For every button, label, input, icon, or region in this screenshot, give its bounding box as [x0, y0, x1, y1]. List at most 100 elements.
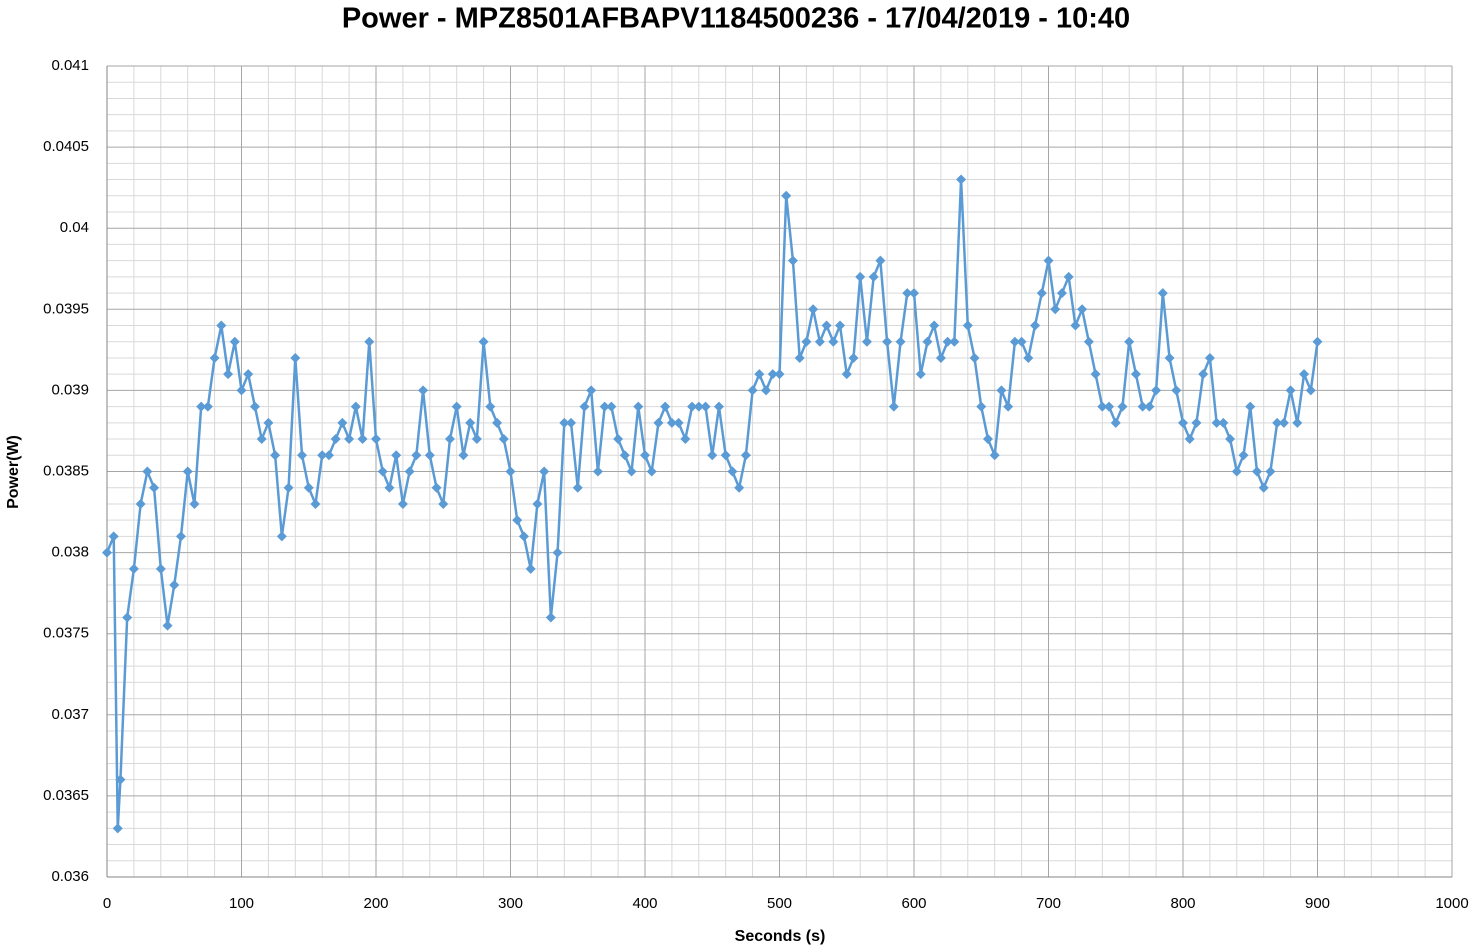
data-point	[1312, 336, 1323, 347]
data-point	[1191, 417, 1202, 428]
data-point	[801, 336, 812, 347]
data-point	[861, 336, 872, 347]
data-point	[498, 434, 509, 445]
data-point	[1137, 401, 1148, 412]
data-point	[189, 498, 200, 509]
data-point	[297, 450, 308, 461]
data-point	[1036, 288, 1047, 299]
data-point	[108, 531, 119, 542]
data-point	[169, 580, 180, 591]
data-point	[102, 547, 112, 558]
x-tick-label: 900	[1305, 895, 1330, 912]
data-point	[559, 417, 570, 428]
data-point	[209, 352, 220, 363]
data-point	[236, 385, 247, 396]
data-point	[761, 385, 772, 396]
data-point	[619, 450, 630, 461]
data-point	[539, 466, 550, 477]
data-point	[929, 320, 940, 331]
data-point	[471, 434, 482, 445]
data-point	[1265, 466, 1276, 477]
data-point	[525, 563, 536, 574]
data-point	[727, 466, 738, 477]
data-point	[1278, 417, 1289, 428]
data-point	[1157, 288, 1168, 299]
data-point	[1171, 385, 1182, 396]
data-point	[223, 369, 234, 380]
data-point	[740, 450, 751, 461]
data-point	[1184, 434, 1195, 445]
data-point	[1104, 401, 1115, 412]
data-point	[391, 450, 402, 461]
data-point	[142, 466, 153, 477]
data-point	[317, 450, 328, 461]
data-point	[821, 320, 832, 331]
data-point	[1178, 417, 1188, 428]
data-point	[1003, 401, 1014, 412]
data-point	[962, 320, 973, 331]
data-point	[653, 417, 664, 428]
data-point	[505, 466, 516, 477]
data-point	[404, 466, 415, 477]
data-point	[680, 434, 691, 445]
data-point	[1070, 320, 1081, 331]
data-point	[196, 401, 207, 412]
data-point	[956, 174, 967, 185]
x-tick-label: 600	[901, 895, 926, 912]
x-tick-label: 100	[229, 895, 254, 912]
data-point	[290, 352, 301, 363]
data-point	[438, 498, 449, 509]
y-tick-label: 0.037	[51, 706, 89, 723]
y-tick-label: 0.041	[51, 57, 89, 74]
data-point	[1245, 401, 1256, 412]
data-point	[1009, 336, 1020, 347]
data-point	[155, 563, 166, 574]
data-point	[532, 498, 543, 509]
data-point	[1063, 271, 1074, 282]
data-point	[344, 434, 355, 445]
data-point	[1023, 352, 1034, 363]
data-point	[431, 482, 442, 493]
data-point	[976, 401, 987, 412]
data-point	[122, 612, 133, 623]
data-point	[1285, 385, 1296, 396]
data-point	[162, 620, 173, 631]
data-point	[303, 482, 314, 493]
data-point	[465, 417, 476, 428]
data-point	[149, 482, 160, 493]
data-point	[377, 466, 388, 477]
data-point	[767, 369, 778, 380]
data-point	[700, 401, 711, 412]
x-tick-label: 0	[103, 895, 111, 912]
data-point	[982, 434, 993, 445]
data-point	[1151, 385, 1162, 396]
data-point	[1251, 466, 1262, 477]
data-point	[868, 271, 879, 282]
data-point	[1292, 417, 1303, 428]
x-axis-title: Seconds (s)	[735, 928, 826, 945]
data-point	[485, 401, 496, 412]
y-tick-label: 0.038	[51, 544, 89, 561]
data-point	[915, 369, 926, 380]
data-point	[1272, 417, 1283, 428]
data-point	[384, 482, 395, 493]
data-point	[451, 401, 462, 412]
data-point	[1056, 288, 1067, 299]
data-point	[1225, 434, 1236, 445]
data-point	[848, 352, 859, 363]
data-point	[270, 450, 281, 461]
data-point	[337, 417, 348, 428]
data-point	[276, 531, 287, 542]
data-point	[1117, 401, 1128, 412]
data-point	[841, 369, 852, 380]
data-point	[713, 401, 724, 412]
data-point	[216, 320, 227, 331]
data-point	[579, 401, 590, 412]
data-point	[989, 450, 1000, 461]
x-tick-label: 400	[632, 895, 657, 912]
data-point	[606, 401, 617, 412]
x-tick-label: 1000	[1435, 895, 1468, 912]
data-point	[586, 385, 597, 396]
